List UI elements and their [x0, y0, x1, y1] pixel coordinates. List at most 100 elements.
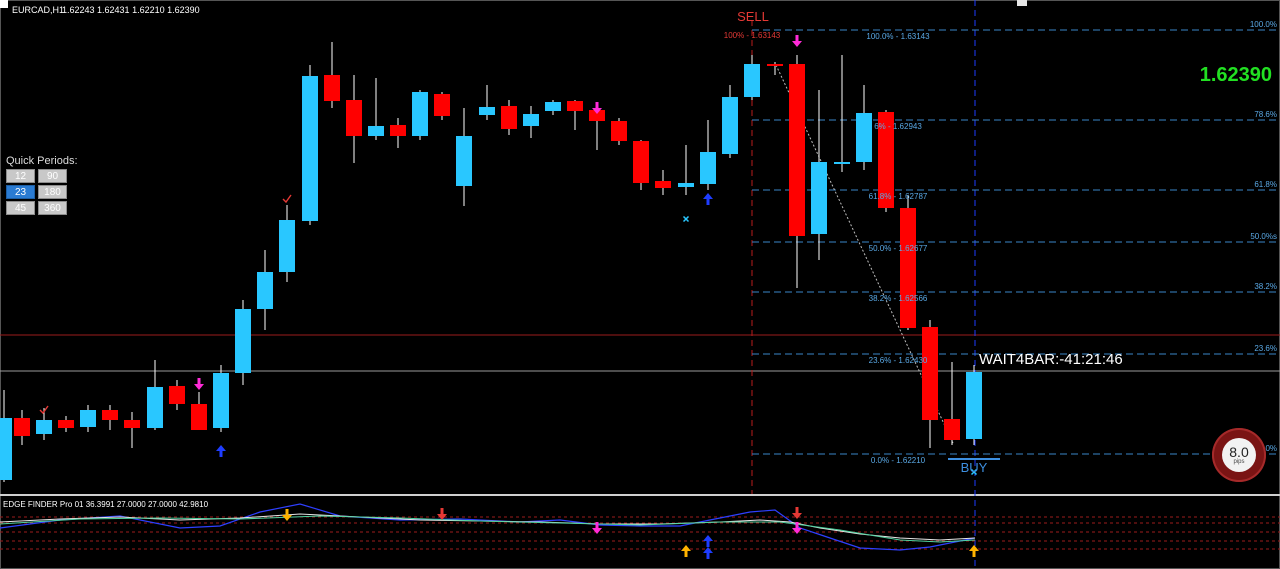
- fibonacci-levels: [752, 29, 1280, 455]
- sell-arrow-icon: [592, 102, 602, 114]
- candle-41: [900, 195, 916, 330]
- candle-35: [767, 62, 783, 75]
- candle-17: [368, 78, 384, 140]
- candle-21: [456, 108, 472, 206]
- indicator-arrow-icon: [703, 547, 713, 559]
- candle-16: [346, 75, 362, 163]
- candle-37: [811, 90, 827, 260]
- fib-right-label-1: 78.6%: [1254, 110, 1277, 119]
- fib-trendline: [775, 64, 954, 444]
- fib-right-label-3: 50.0%s: [1250, 232, 1277, 241]
- candle-29: [633, 140, 649, 190]
- fib-right-label-4: 38.2%: [1254, 282, 1277, 291]
- candle-26: [567, 100, 583, 130]
- candle-36: [789, 55, 805, 288]
- candle-44: [966, 365, 982, 445]
- checkmark-icon: [282, 194, 292, 204]
- candle-30: [655, 170, 671, 195]
- candle-2: [36, 408, 52, 440]
- candle-4: [80, 405, 96, 432]
- sell-arrow-icon: [194, 378, 204, 390]
- indicator-arrow-icon: [792, 522, 802, 534]
- pips-badge: 8.0 pips: [1212, 428, 1266, 482]
- candle-1: [14, 410, 30, 445]
- current-price: 1.62390: [1200, 64, 1272, 86]
- indicator-blue-line: [0, 503, 976, 551]
- fibonacci-labels: 100.0% - 1.63143 100.0% 6% - 1.62943 78.6% 6…: [866, 20, 1277, 465]
- symbol-icon: [0, 0, 8, 8]
- indicator-arrow-icon: [681, 545, 691, 557]
- candle-25: [545, 100, 561, 115]
- period-button-12[interactable]: 12: [6, 169, 35, 183]
- candle-8: [169, 380, 185, 410]
- period-button-360[interactable]: 360: [38, 201, 67, 215]
- quick-periods-panel: Quick Periods: 12 90 23 180 45 360: [6, 155, 86, 215]
- buy-arrow-icon: [216, 445, 226, 457]
- candle-13: [279, 205, 295, 282]
- buy-arrow-icon: [703, 193, 713, 205]
- candle-12: [257, 250, 273, 330]
- indicator-arrow-icon: [592, 522, 602, 534]
- period-button-180[interactable]: 180: [38, 185, 67, 199]
- sell-fib-label: 100% - 1.63143: [724, 31, 781, 40]
- indicator-markers: [282, 507, 979, 559]
- fib-right-label-6: 0%: [1265, 444, 1277, 453]
- candle-40: [878, 110, 894, 212]
- candle-33: [722, 85, 738, 158]
- candle-18: [390, 118, 406, 148]
- candle-39: [856, 85, 872, 170]
- buy-signal: BUY: [961, 460, 988, 475]
- candle-42: [922, 320, 938, 448]
- fib-right-label-2: 61.8%: [1254, 180, 1277, 189]
- candle-9: [191, 392, 207, 430]
- fib-label-5: 23.6% - 1.62430: [869, 356, 928, 365]
- candle-28: [611, 118, 627, 145]
- period-button-90[interactable]: 90: [38, 169, 67, 183]
- indicator-levels: [0, 516, 1280, 550]
- candle-22: [479, 85, 495, 120]
- candle-34: [744, 55, 760, 100]
- fib-label-6: 0.0% - 1.62210: [871, 456, 926, 465]
- fib-label-3: 50.0% - 1.62677: [869, 244, 928, 253]
- indicator-arrow-icon: [703, 535, 713, 547]
- candle-38: [834, 55, 850, 172]
- square-icon[interactable]: [1017, 0, 1027, 6]
- candle-0: [0, 390, 12, 482]
- candle-14: [302, 65, 318, 225]
- candle-10: [213, 365, 229, 432]
- ohlc-values: 1.62243 1.62431 1.62210 1.62390: [62, 5, 200, 15]
- pips-unit: pips: [1233, 458, 1245, 465]
- wait-countdown: WAIT4BAR:-41:21:46: [979, 351, 1123, 368]
- indicator-header: EDGE FINDER Pro 01 36.3991 27.0000 27.00…: [3, 500, 209, 509]
- indicator-arrow-icon: [969, 545, 979, 557]
- period-button-45[interactable]: 45: [6, 201, 35, 215]
- pips-value: 8.0: [1229, 443, 1249, 460]
- fib-label-1: 6% - 1.62943: [874, 122, 922, 131]
- period-button-23[interactable]: 23: [6, 185, 35, 199]
- candle-24: [523, 106, 539, 138]
- candle-15: [324, 42, 340, 108]
- indicator-arrow-icon: [437, 508, 447, 520]
- fib-right-label-5: 23.6%: [1254, 344, 1277, 353]
- candle-31: [678, 145, 694, 195]
- candle-11: [235, 300, 251, 385]
- cross-icon: [970, 468, 978, 476]
- fib-label-2: 61.8% - 1.62787: [869, 192, 928, 201]
- cross-icon: [682, 215, 690, 223]
- fib-label-0: 100.0% - 1.63143: [866, 32, 930, 41]
- candle-3: [58, 416, 74, 432]
- sell-arrow-icon: [792, 35, 802, 47]
- fib-label-4: 38.2% - 1.62566: [869, 294, 928, 303]
- sell-signal: SELL: [737, 9, 769, 24]
- signal-markers: [39, 35, 1000, 476]
- symbol-label: EURCAD,H1: [12, 5, 64, 15]
- candle-23: [501, 100, 517, 135]
- subwindow-separator[interactable]: [0, 494, 1280, 496]
- candle-6: [124, 412, 140, 448]
- indicator-green-line: [0, 515, 976, 543]
- indicator-arrow-icon: [792, 507, 802, 519]
- candle-19: [412, 90, 428, 140]
- indicator-arrow-icon: [282, 509, 292, 521]
